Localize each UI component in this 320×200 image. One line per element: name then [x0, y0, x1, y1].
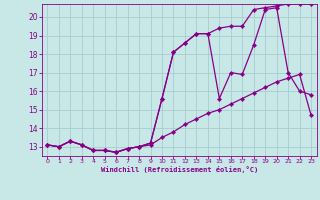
X-axis label: Windchill (Refroidissement éolien,°C): Windchill (Refroidissement éolien,°C): [100, 166, 258, 173]
